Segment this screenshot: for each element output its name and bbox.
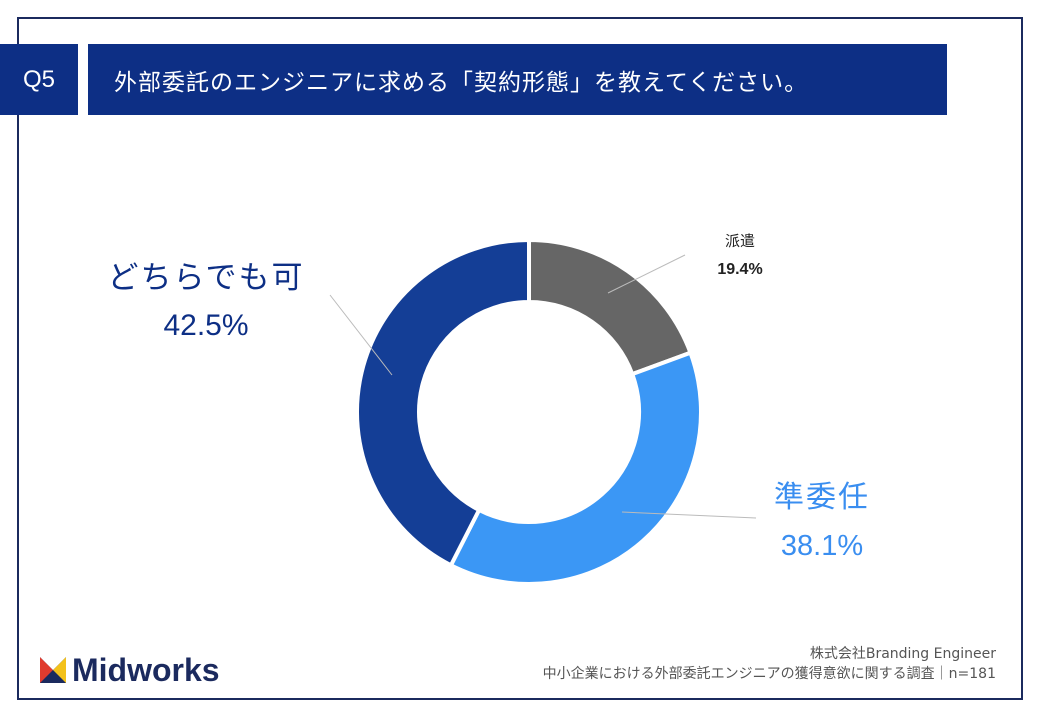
footer-source: 株式会社Branding Engineer 中小企業における外部委託エンジニアの… (543, 644, 996, 684)
leader-line (329, 294, 393, 376)
slice-label-haken: 派遣 19.4% (690, 230, 790, 279)
leader-line (607, 254, 686, 294)
slice-juninin (448, 350, 703, 586)
slice-label-junininin: 準委任 38.1% (752, 472, 892, 563)
footer-company: 株式会社Branding Engineer (809, 646, 996, 662)
leader-line (621, 511, 757, 519)
slice-label-value: 38.1% (780, 530, 864, 562)
midworks-logo: Midworks (40, 652, 220, 688)
footer-survey: 中小企業における外部委託エンジニアの獲得意欲に関する調査｜n=181 (542, 666, 996, 682)
slice-either (355, 237, 531, 568)
slice-label-name: 準委任 (774, 480, 870, 515)
question-title: 外部委託のエンジニアに求める「契約形態」を教えてください。 (88, 44, 947, 115)
slice-label-name: 派遣 (724, 232, 755, 250)
slice-label-value: 19.4% (717, 261, 763, 278)
leader-lines (329, 254, 757, 519)
question-number-badge: Q5 (0, 44, 78, 115)
question-text: 外部委託のエンジニアに求める「契約形態」を教えてください。 (114, 69, 809, 96)
slice-label-either: どちらでも可 42.5% (96, 252, 316, 343)
slice-haken (527, 237, 694, 377)
donut-slices (355, 237, 703, 586)
logo-text: Midworks (72, 651, 220, 688)
midworks-logo-icon (40, 657, 66, 683)
chart-frame (17, 17, 1023, 700)
slice-label-value: 42.5% (163, 309, 249, 342)
slice-label-name: どちらでも可 (107, 260, 305, 296)
